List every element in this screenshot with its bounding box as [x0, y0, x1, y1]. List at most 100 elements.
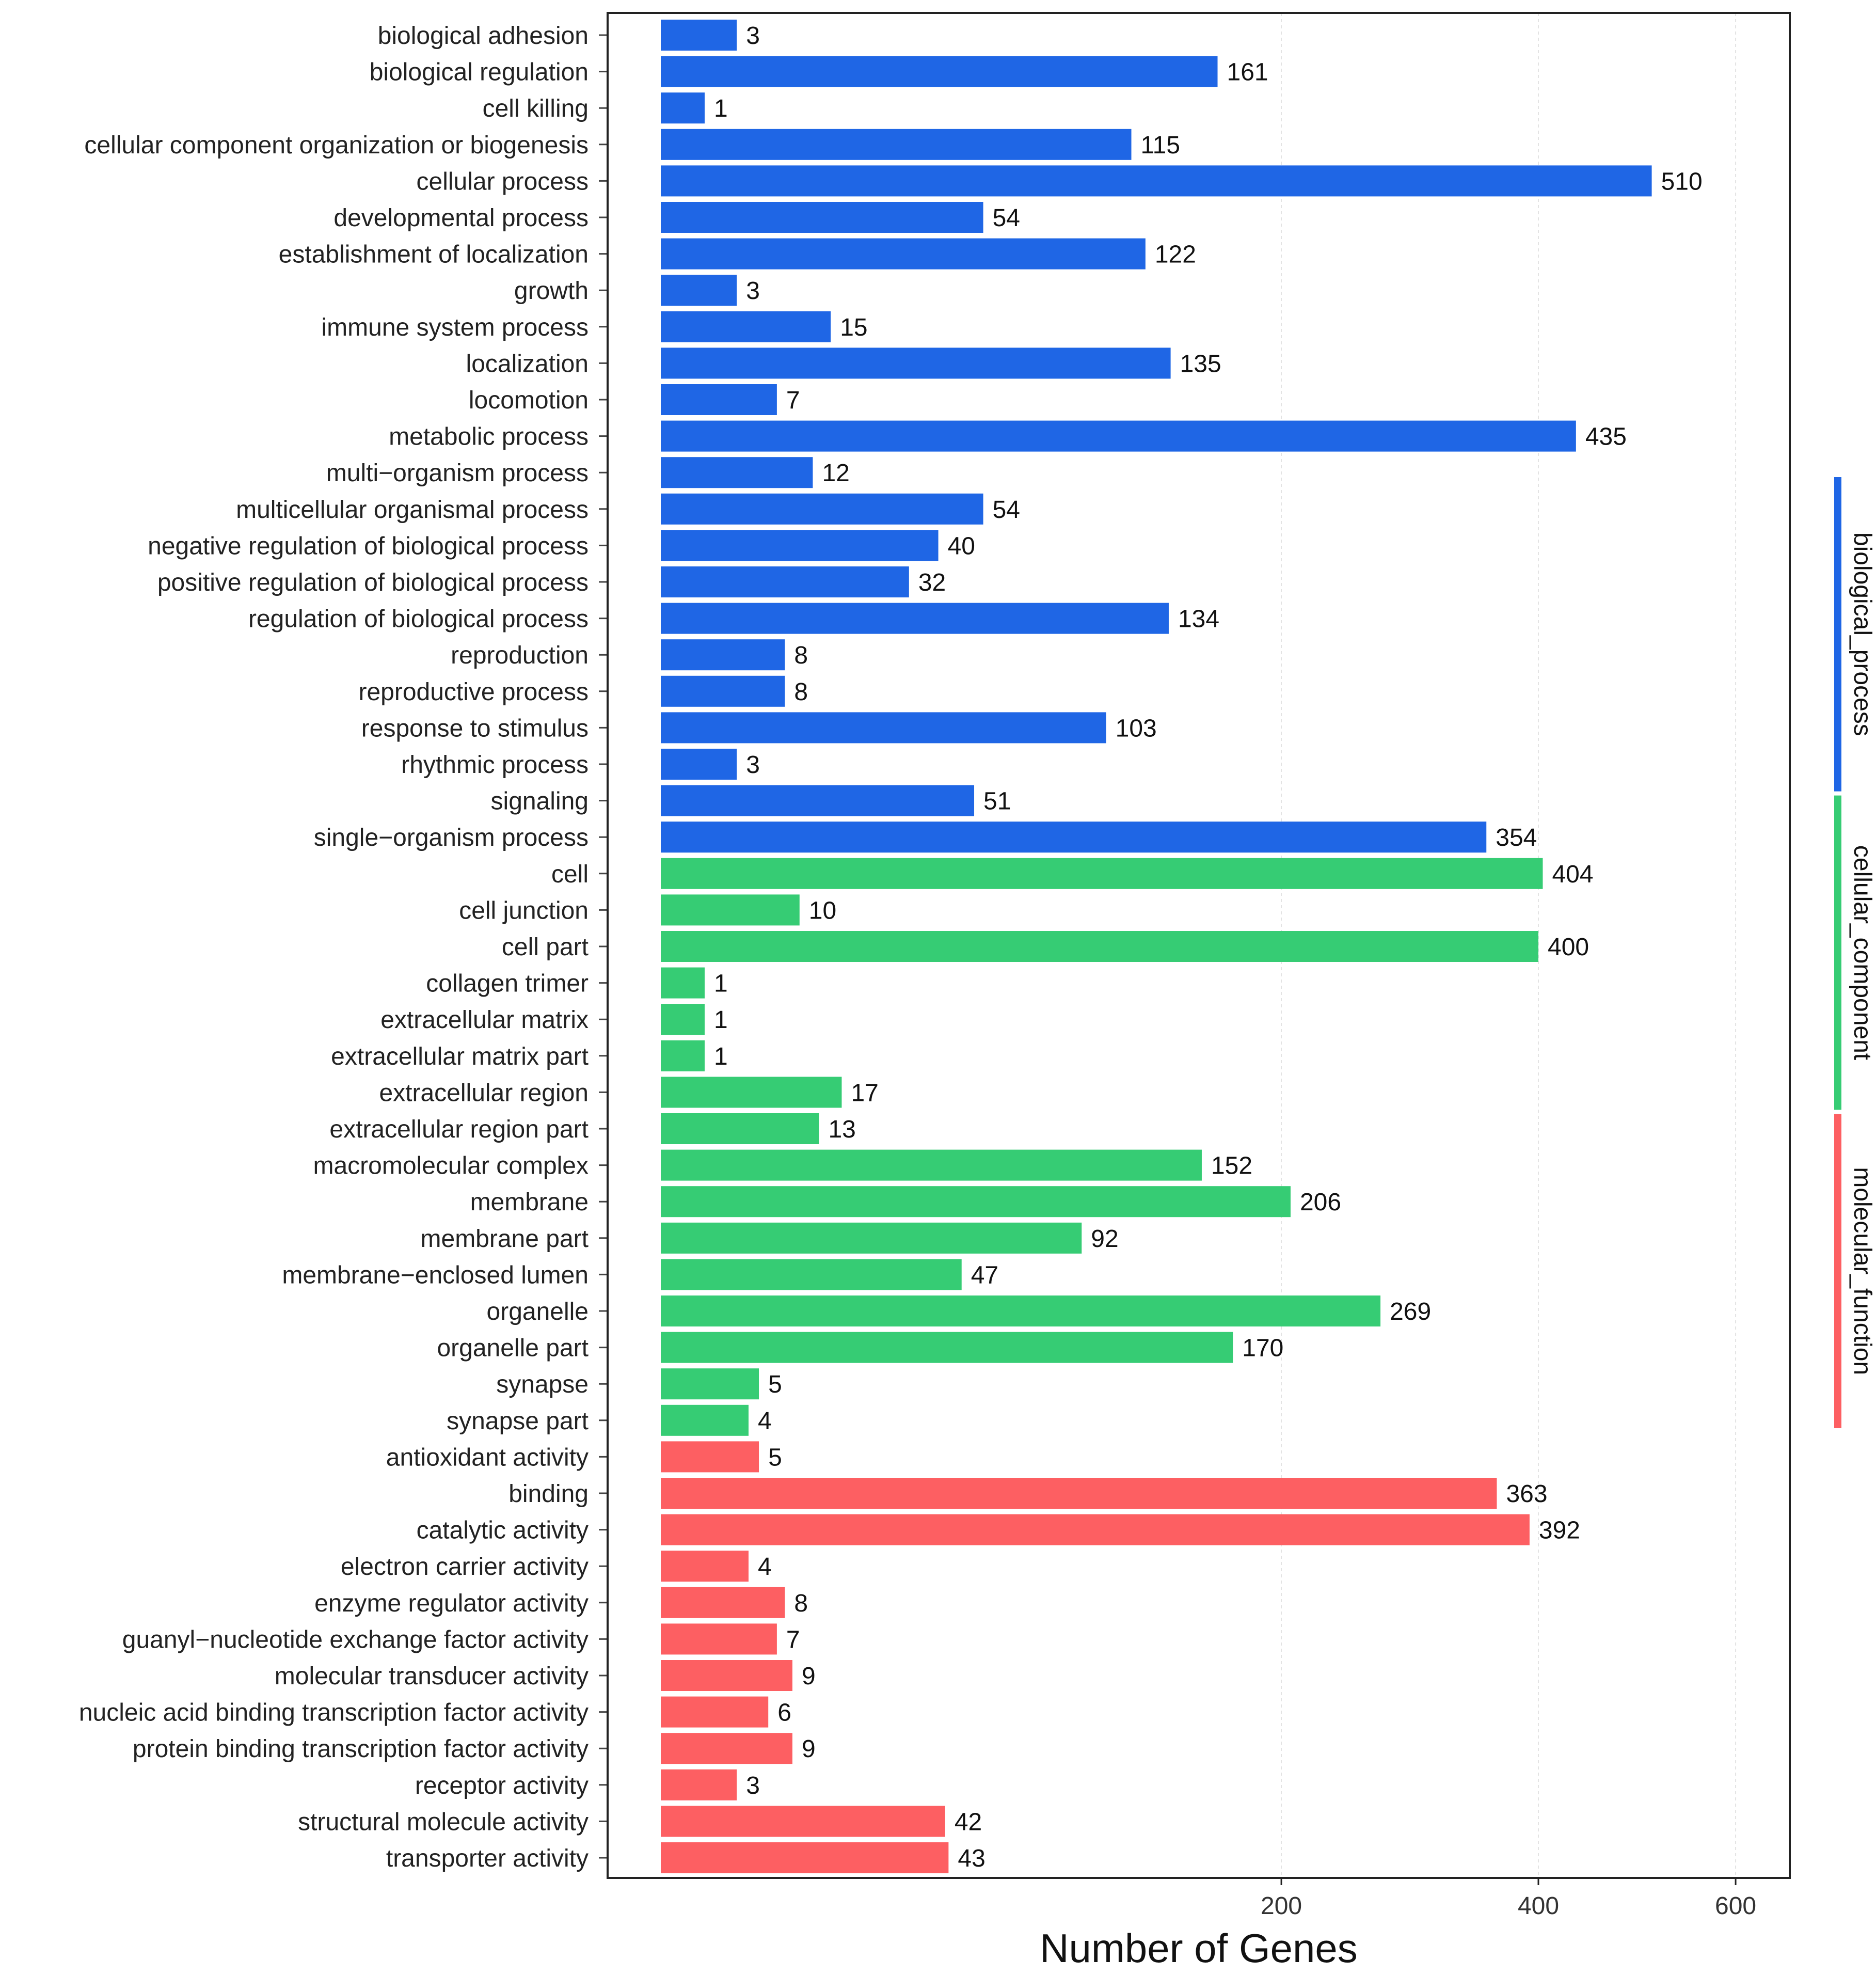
x-tick-label: 600: [1715, 1892, 1756, 1920]
bar: [661, 1113, 819, 1144]
category-label: synapse part: [447, 1408, 589, 1435]
bar: [661, 457, 813, 488]
value-label: 40: [948, 532, 975, 560]
bar: [661, 1295, 1381, 1326]
bar: [661, 129, 1132, 160]
value-label: 363: [1506, 1480, 1547, 1508]
value-label: 15: [840, 314, 867, 341]
bar: [661, 1186, 1291, 1218]
category-label: molecular transducer activity: [275, 1663, 589, 1690]
category-label: synapse: [496, 1371, 589, 1398]
bar: [661, 347, 1171, 379]
bar: [661, 967, 705, 999]
bar: [661, 420, 1576, 452]
category-label: cell part: [502, 934, 589, 961]
bar: [661, 675, 785, 707]
category-label: membrane: [470, 1189, 589, 1216]
category-label: protein binding transcription factor act…: [133, 1735, 589, 1763]
category-label: extracellular region: [379, 1079, 589, 1107]
group-label: cellular_component: [1849, 845, 1876, 1060]
category-label: electron carrier activity: [341, 1553, 589, 1581]
bar: [661, 1551, 749, 1582]
value-label: 4: [758, 1408, 772, 1435]
bar: [661, 202, 983, 233]
value-label: 3: [746, 1772, 760, 1799]
bar: [661, 92, 705, 124]
bar: [661, 603, 1169, 634]
value-label: 5: [768, 1444, 782, 1471]
bar: [661, 1332, 1233, 1363]
category-label: nucleic acid binding transcription facto…: [79, 1699, 589, 1727]
plot-frame: [607, 12, 1791, 1879]
value-label: 3: [746, 22, 760, 50]
bars: [661, 20, 1652, 1873]
value-label: 5: [768, 1371, 782, 1398]
category-label: binding: [508, 1480, 589, 1508]
bar: [661, 311, 831, 342]
bar: [661, 821, 1487, 853]
value-label: 3: [746, 277, 760, 305]
category-label: organelle: [487, 1298, 589, 1325]
value-label: 42: [955, 1808, 982, 1836]
bar: [661, 931, 1538, 962]
category-label: signaling: [491, 788, 589, 815]
bar: [661, 639, 785, 671]
bar: [661, 1478, 1497, 1509]
bar: [661, 20, 737, 51]
category-label: organelle part: [437, 1335, 589, 1362]
bar: [661, 1696, 769, 1728]
category-label: structural molecule activity: [298, 1808, 589, 1836]
value-label: 392: [1539, 1517, 1580, 1544]
category-label: negative regulation of biological proces…: [148, 532, 589, 560]
bar: [661, 1259, 962, 1290]
category-label: membrane part: [421, 1225, 589, 1253]
value-label: 115: [1141, 132, 1181, 159]
value-label: 1: [714, 95, 728, 122]
category-label: macromolecular complex: [313, 1152, 589, 1180]
bar: [661, 1404, 749, 1436]
category-label: establishment of localization: [279, 241, 589, 268]
bar: [661, 1660, 792, 1691]
value-label: 17: [851, 1079, 878, 1107]
category-label: antioxidant activity: [386, 1444, 589, 1471]
bar: [661, 1004, 705, 1035]
value-label: 3: [746, 751, 760, 779]
bar: [661, 1222, 1082, 1254]
value-label: 510: [1661, 168, 1703, 195]
x-axis-title: Number of Genes: [1040, 1925, 1358, 1971]
value-label: 103: [1116, 715, 1157, 742]
category-label: positive regulation of biological proces…: [157, 569, 589, 596]
category-label: collagen trimer: [426, 970, 589, 998]
bar: [661, 785, 975, 816]
value-label: 1: [714, 970, 728, 998]
bar: [661, 275, 737, 306]
bar: [661, 712, 1106, 744]
value-label: 269: [1390, 1298, 1431, 1325]
category-label: extracellular matrix: [380, 1006, 589, 1034]
value-label: 404: [1552, 861, 1593, 888]
value-label: 400: [1548, 934, 1589, 961]
category-label: receptor activity: [415, 1772, 589, 1799]
bar: [661, 749, 737, 780]
value-label: 134: [1178, 606, 1219, 633]
value-label: 135: [1180, 350, 1221, 377]
value-label: 12: [822, 460, 849, 487]
bar: [661, 1623, 777, 1655]
category-label: extracellular region part: [329, 1116, 589, 1143]
value-label: 10: [809, 897, 836, 924]
category-label: reproductive process: [358, 678, 589, 706]
category-label: catalytic activity: [417, 1517, 589, 1544]
bar: [661, 1842, 949, 1873]
category-label: growth: [514, 277, 589, 305]
category-label: response to stimulus: [361, 715, 589, 742]
bar: [661, 1077, 842, 1108]
bar: [661, 56, 1218, 87]
bar: [661, 1040, 705, 1071]
value-label: 170: [1242, 1335, 1283, 1362]
category-label: cell killing: [483, 95, 589, 122]
category-label: biological adhesion: [378, 22, 589, 50]
value-label: 8: [794, 642, 808, 669]
labels: biological adhesion 3 biological regulatio…: [79, 22, 1703, 1872]
bar: [661, 1441, 759, 1473]
group-label: molecular_function: [1849, 1167, 1876, 1375]
